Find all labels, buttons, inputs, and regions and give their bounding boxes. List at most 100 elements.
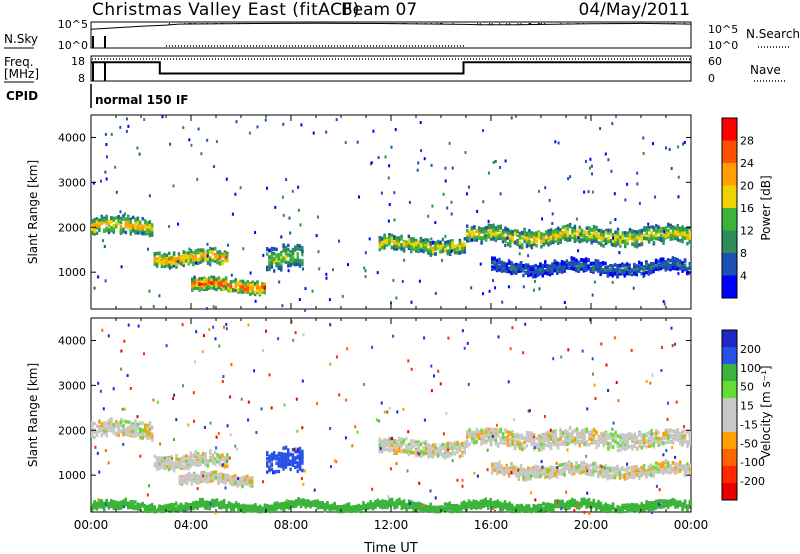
scatter-cell [291,455,295,460]
scatter-cell [525,439,529,443]
scatter-cell [165,456,168,460]
scatter-cell [638,235,641,240]
scatter-cell [530,433,533,437]
noise-cell [282,122,285,126]
scatter-cell [674,258,677,262]
scatter-cell [571,439,574,443]
scatter-cell [592,268,595,273]
scatter-cell [91,434,94,438]
scatter-cell [204,460,207,464]
scatter-cell [212,286,216,291]
scatter-cell [185,473,189,477]
scatter-cell [548,268,552,272]
scatter-cell [473,441,476,445]
scatter-cell [510,264,513,268]
noise-cell [401,279,404,283]
scatter-cell [573,429,577,433]
scatter-cell [195,279,199,283]
scatter-cell [134,218,137,222]
scatter-cell [284,465,288,469]
scatter-cell [624,231,627,235]
colorbar-block [722,140,737,163]
scatter-cell [390,236,394,241]
scatter-cell [239,477,242,482]
scatter-cell [557,437,560,441]
scatter-cell [557,445,560,450]
scatter-cell [424,443,428,447]
scatter-cell [566,436,569,440]
scatter-cell [513,241,517,245]
noise-cell [577,249,580,253]
scatter-cell [214,470,218,474]
scatter-cell [688,232,691,236]
scatter-cell [298,244,302,248]
scatter-cell [190,473,193,478]
scatter-cell [549,434,553,438]
scatter-cell [380,445,384,449]
noise-cell [235,120,238,124]
scatter-cell [127,226,130,230]
noise-cell [677,145,680,149]
scatter-cell [105,226,108,231]
scatter-cell [239,282,242,286]
cpid-value: normal 150 IF [95,93,189,107]
scatter-cell [197,258,200,262]
scatter-cell [266,247,269,251]
scatter-cell [397,246,401,250]
scatter-cell [194,452,197,457]
scatter-cell [182,465,185,469]
scatter-cell [282,462,285,467]
scatter-cell [422,249,425,254]
scatter-cell [103,426,106,431]
scatter-cell [395,439,398,444]
scatter-cell [400,437,403,441]
scatter-cell [560,260,564,264]
scatter-cell [482,437,486,442]
scatter-cell [640,228,644,233]
scatter-cell [530,442,533,447]
scatter-cell [93,217,96,222]
scatter-cell [117,429,120,433]
scatter-cell [287,449,290,454]
colorbar-tick: 8 [740,247,747,260]
scatter-cell [280,253,283,257]
scatter-cell [547,236,550,241]
scatter-cell [625,262,629,267]
noise-cell [482,292,484,296]
noise-cell [613,192,616,196]
scatter-cell [494,442,498,446]
noise-cell [442,192,445,196]
scatter-cell [446,454,449,458]
scatter-cell [385,447,389,452]
scatter-cell [510,270,513,275]
scatter-cell [217,285,220,290]
scatter-cell [415,440,418,444]
noise-cell [120,265,123,269]
scatter-cell [243,481,247,486]
scatter-cell [559,433,562,437]
scatter-cell [434,252,437,256]
scatter-cell [289,459,292,464]
scatter-cell [578,239,581,244]
scatter-cell [198,282,201,286]
scatter-cell [214,450,217,455]
scatter-cell [505,263,508,267]
scatter-cell [530,231,533,235]
scatter-cell [110,220,113,224]
scatter-cell [493,265,496,270]
scatter-cell [669,235,672,239]
scatter-cell [441,442,445,447]
scatter-cell [669,263,672,268]
scatter-cell [449,445,452,450]
scatter-cell [478,226,481,230]
scatter-cell [575,266,578,270]
scatter-cell [516,238,519,243]
scatter-cell [494,434,498,438]
scatter-cell [480,442,483,446]
scatter-cell [214,459,217,464]
scatter-cell [589,261,593,266]
scatter-cell [182,259,185,263]
scatter-cell [461,241,464,245]
scatter-cell [277,469,281,474]
